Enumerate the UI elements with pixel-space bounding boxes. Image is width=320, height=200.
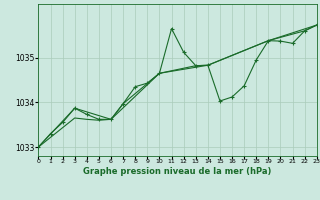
X-axis label: Graphe pression niveau de la mer (hPa): Graphe pression niveau de la mer (hPa) [84, 167, 272, 176]
